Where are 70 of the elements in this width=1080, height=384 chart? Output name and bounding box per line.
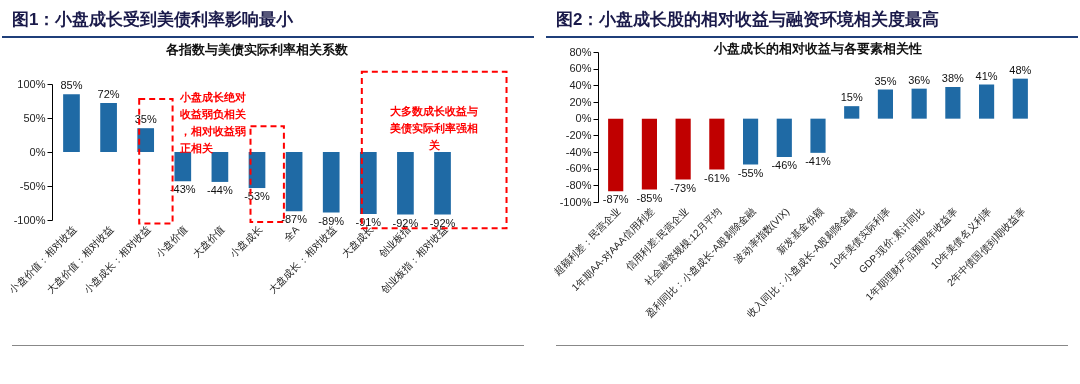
bar xyxy=(675,118,691,180)
chart-subtitle: 小盘成长的相对收益与各要素相关性 xyxy=(713,41,922,56)
bar xyxy=(322,152,340,213)
x-tick-label: 大盘价值 xyxy=(190,223,227,260)
y-tick-label: 100% xyxy=(17,77,46,90)
x-tick-label: 全A xyxy=(281,223,302,244)
bar xyxy=(810,118,826,153)
y-tick-label: -80% xyxy=(565,178,592,191)
y-tick-label: -20% xyxy=(565,128,592,141)
data-label: 48% xyxy=(1009,63,1032,76)
bar xyxy=(979,84,995,119)
data-label: 35% xyxy=(874,74,897,87)
bar xyxy=(174,152,192,182)
annotation: 小盘成长绝对收益弱负相关，相对收益弱正相关 xyxy=(179,91,248,154)
y-tick-label: -40% xyxy=(565,145,592,158)
data-label: -61% xyxy=(704,171,730,184)
data-label: -44% xyxy=(207,183,233,196)
data-label: -41% xyxy=(805,154,832,167)
bar xyxy=(285,152,303,212)
data-label: 85% xyxy=(60,79,83,92)
data-label: -43% xyxy=(169,183,196,196)
bar xyxy=(63,94,80,152)
data-label: -92% xyxy=(392,216,419,229)
y-tick-label: 0% xyxy=(575,112,592,125)
bar xyxy=(709,118,725,170)
annotation: 大多数成长收益与美债实际利率强相关 xyxy=(389,105,479,151)
y-tick-label: 50% xyxy=(23,111,46,124)
data-label: 41% xyxy=(975,69,998,82)
data-label: -87% xyxy=(281,213,308,226)
chart-subtitle: 各指数与美债实际利率相关系数 xyxy=(165,41,349,57)
y-tick-label: 80% xyxy=(569,45,592,58)
y-tick-label: -60% xyxy=(565,162,592,175)
y-tick-label: -100% xyxy=(13,213,46,226)
x-tick-label: 小盘价值 xyxy=(153,223,190,260)
y-tick-label: 0% xyxy=(29,145,46,158)
y-tick-label: -100% xyxy=(559,195,592,208)
y-tick-label: 40% xyxy=(569,78,592,91)
data-label: 36% xyxy=(908,73,931,86)
bar xyxy=(877,89,894,119)
bar xyxy=(100,103,117,152)
bar xyxy=(641,118,657,190)
data-label: 38% xyxy=(941,72,965,84)
data-label: -87% xyxy=(602,193,629,206)
bar xyxy=(911,88,927,119)
data-label: -55% xyxy=(737,166,764,179)
bar xyxy=(137,128,155,152)
data-label: 15% xyxy=(840,91,863,104)
data-label: -53% xyxy=(244,190,271,203)
x-tick-label: 小盘成长 xyxy=(228,223,265,260)
data-label: -46% xyxy=(771,159,798,171)
bar xyxy=(742,118,759,165)
bar xyxy=(211,152,229,182)
bar xyxy=(397,152,414,215)
chart-title: 图2：小盘成长股的相对收益与融资环境相关度最高 xyxy=(546,0,1078,38)
y-tick-label: 60% xyxy=(569,62,592,75)
y-tick-label: -50% xyxy=(19,179,46,192)
data-label: -85% xyxy=(636,191,663,204)
data-label: 72% xyxy=(97,88,120,101)
bar xyxy=(945,87,961,119)
data-label: -91% xyxy=(355,215,382,228)
bar xyxy=(434,152,451,215)
y-tick-label: 20% xyxy=(569,95,592,108)
data-label: -73% xyxy=(670,181,697,194)
bar xyxy=(608,118,624,192)
bar xyxy=(776,118,792,157)
bar xyxy=(1012,78,1028,119)
data-label: -89% xyxy=(318,214,345,227)
chart-title: 图1：小盘成长受到美债利率影响最小 xyxy=(2,0,534,38)
bar xyxy=(844,106,860,119)
bar xyxy=(359,152,377,214)
